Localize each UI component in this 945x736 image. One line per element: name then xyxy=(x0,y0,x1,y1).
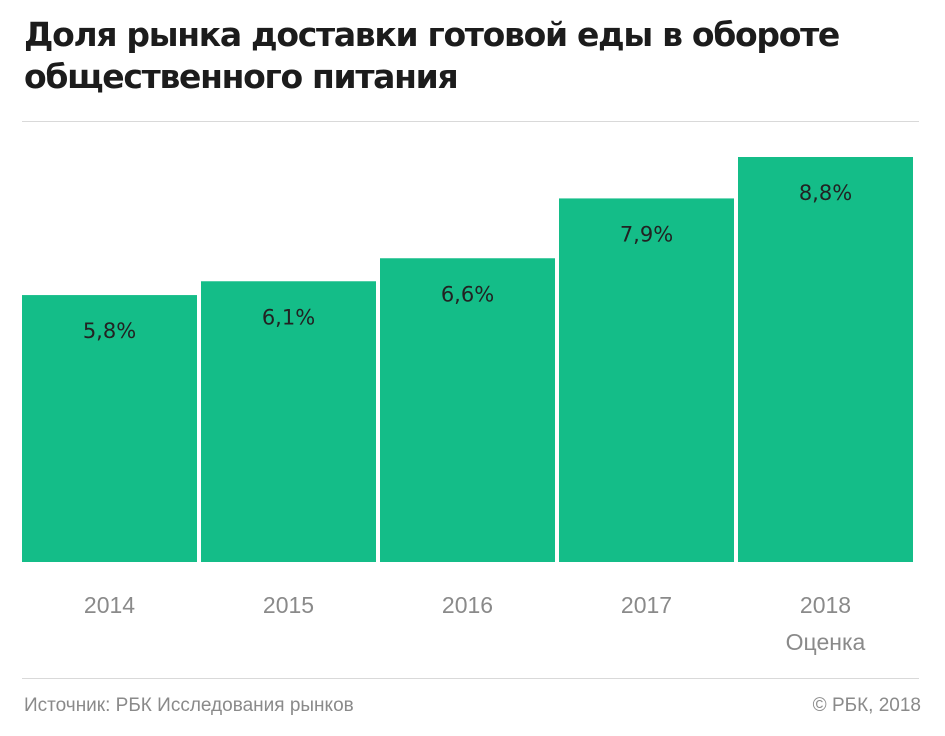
x-tick-label-2018: 2018 xyxy=(800,592,851,618)
x-tick-label-2016: 2016 xyxy=(442,592,493,618)
x-tick-label-2015: 2015 xyxy=(263,592,314,618)
bar-chart: 5,8% 2014 6,1% 2015 6,6% 2016 7,9% 2017 8,8% 2018… xyxy=(22,157,913,655)
bar-2015 xyxy=(201,281,376,562)
chart-title: Доля рынка доставки готовой еды в оборот… xyxy=(24,14,924,98)
bar-2018 xyxy=(738,157,913,562)
bottom-divider xyxy=(22,678,919,679)
x-tick-label-2017: 2017 xyxy=(621,592,672,618)
x-tick-note-2018: Оценка xyxy=(786,629,866,655)
bar-2014 xyxy=(22,295,197,562)
top-divider xyxy=(22,121,919,122)
value-label-2017: 7,9% xyxy=(620,222,673,246)
value-label-2016: 6,6% xyxy=(441,282,494,306)
bar-2017 xyxy=(559,198,734,562)
bar-2016 xyxy=(380,258,555,562)
x-tick-label-2014: 2014 xyxy=(84,592,135,618)
chart-title-line-2: общественного питания xyxy=(24,57,459,96)
chart-title-line-1: Доля рынка доставки готовой еды в оборот… xyxy=(24,15,840,54)
source-note: Источник: РБК Исследования рынков xyxy=(24,695,354,716)
value-label-2014: 5,8% xyxy=(83,319,136,343)
value-label-2018: 8,8% xyxy=(799,181,852,205)
value-label-2015: 6,1% xyxy=(262,305,315,329)
copyright-note: © РБК, 2018 xyxy=(812,695,921,716)
